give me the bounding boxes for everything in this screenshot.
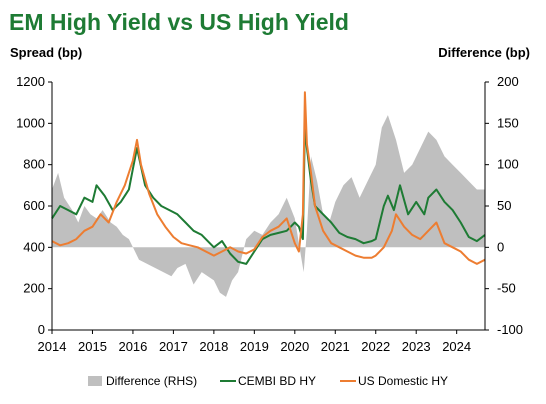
right-tick-label: 150 [497,115,519,130]
right-tick-label: 0 [497,239,504,254]
right-tick-label: 100 [497,157,519,172]
x-tick-label: 2017 [159,339,188,354]
x-tick-label: 2022 [361,339,390,354]
series-difference-area [52,115,485,297]
difference-area-layer [52,115,485,297]
right-tick-label: 50 [497,198,511,213]
x-tick-label: 2021 [321,339,350,354]
right-tick-label: -50 [497,281,516,296]
legend: Difference (RHS) CEMBI BD HY US Domestic H… [88,374,448,388]
legend-item-difference: Difference (RHS) [88,374,197,388]
legend-label: US Domestic HY [358,374,448,388]
legend-label: CEMBI BD HY [238,374,316,388]
x-tick-label: 2018 [199,339,228,354]
left-tick-label: 0 [38,322,45,337]
x-tick-label: 2014 [38,339,67,354]
left-tick-label: 600 [23,198,45,213]
chart-title: EM High Yield vs US High Yield [9,9,349,35]
left-axis-title: Spread (bp) [10,45,82,60]
legend-item-cembi-bd-hy: CEMBI BD HY [220,374,316,388]
legend-item-us-domestic-hy: US Domestic HY [340,374,448,388]
left-tick-label: 400 [23,239,45,254]
left-tick-label: 800 [23,157,45,172]
x-tick-label: 2015 [78,339,107,354]
right-tick-label: 200 [497,74,519,89]
legend-swatch [88,376,102,386]
left-tick-label: 1000 [16,115,45,130]
spread-lines-layer [51,91,486,265]
left-tick-label: 1200 [16,74,45,89]
right-tick-label: -100 [497,322,523,337]
x-tick-label: 2020 [280,339,309,354]
x-tick-label: 2019 [240,339,269,354]
x-tick-label: 2016 [118,339,147,354]
series-cembi-bd-hy-line [51,122,486,265]
legend-label: Difference (RHS) [106,374,197,388]
left-tick-label: 200 [23,281,45,296]
right-axis-title: Difference (bp) [438,45,530,60]
series-us-domestic-hy-line [51,91,486,265]
axes-layer: 0 200 400 600 800 1000 1200 -100 -50 0 50 100 150 200… [16,74,523,354]
x-tick-label: 2023 [402,339,431,354]
x-tick-label: 2024 [442,339,471,354]
